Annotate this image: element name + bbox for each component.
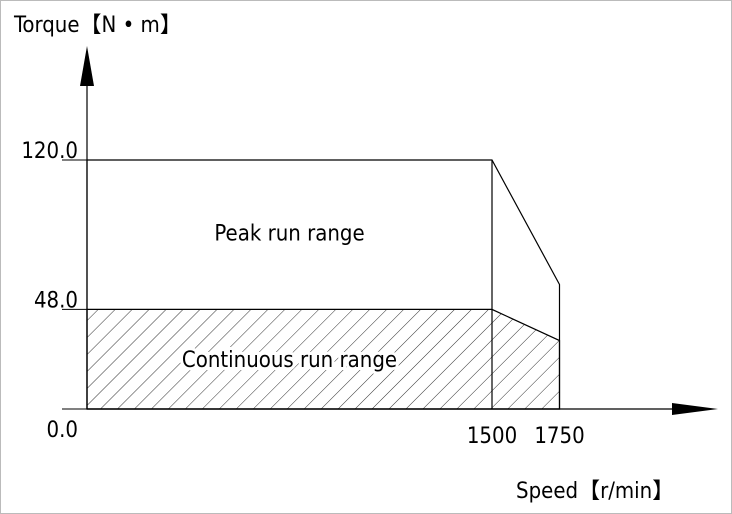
region-label: Continuous run range bbox=[182, 348, 397, 373]
y-axis-label: Torque【N • m】 bbox=[13, 13, 182, 38]
x-tick-label: 1500 bbox=[467, 424, 517, 449]
x-tick-label: 1750 bbox=[534, 424, 584, 449]
x-axis-arrow bbox=[672, 403, 718, 415]
y-tick-label: 0.0 bbox=[47, 418, 78, 443]
area bbox=[86, 308, 561, 410]
region-label: Peak run range bbox=[214, 222, 364, 247]
y-axis-arrow bbox=[80, 46, 94, 86]
x-axis-label: Speed【r/min】 bbox=[516, 479, 674, 504]
